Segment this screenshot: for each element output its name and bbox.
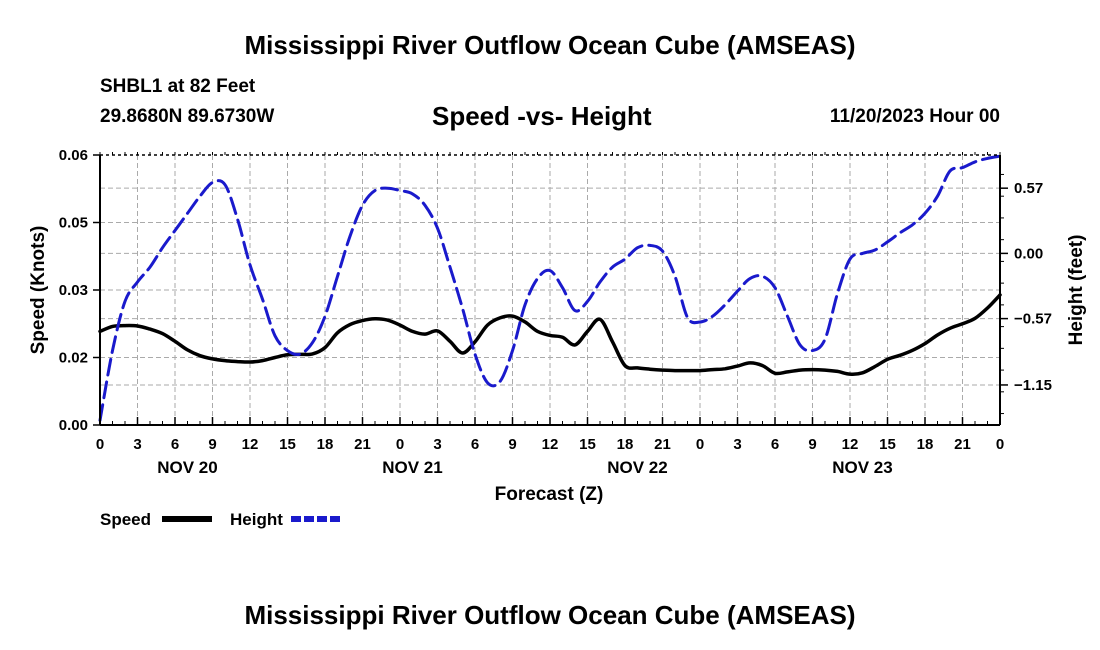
y2-axis-label: Height (feet) [1066, 235, 1087, 346]
x-tick-label: 18 [617, 436, 634, 453]
x-tick-label: 21 [654, 436, 671, 453]
x-tick-label: 15 [879, 436, 896, 453]
x-tick-label: 21 [954, 436, 971, 453]
axes [93, 152, 1008, 426]
x-axis-label: Forecast (Z) [495, 484, 604, 505]
y-tick-label: 0.02 [59, 350, 88, 367]
chart-title: Mississippi River Outflow Ocean Cube (AM… [244, 30, 856, 60]
y-tick-label: 0.06 [59, 147, 88, 164]
x-tick-label: 0 [96, 436, 104, 453]
x-tick-label: 0 [996, 436, 1004, 453]
x-tick-label: 12 [542, 436, 559, 453]
footer-title: Mississippi River Outflow Ocean Cube (AM… [244, 600, 856, 630]
legend-height-label: Height [230, 510, 283, 529]
x-tick-label: 9 [808, 436, 816, 453]
y2-tick-label: 0.57 [1014, 180, 1043, 197]
x-tick-label: 15 [279, 436, 296, 453]
x-tick-label: 12 [842, 436, 859, 453]
x-tick-label: 6 [171, 436, 179, 453]
x-tick-label: 9 [208, 436, 216, 453]
y-tick-label: 0.03 [59, 282, 88, 299]
x-tick-label: 9 [508, 436, 516, 453]
tick-labels: 0 3 6 9 12 15 18 21 0 3 6 9 12 15 18 21 0 3 6 9 12 15 18 21 0 NOV… [59, 147, 1052, 477]
x-tick-label: 21 [354, 436, 371, 453]
x-tick-label: 15 [579, 436, 596, 453]
y2-tick-label: −1.15 [1014, 377, 1052, 394]
x-tick-label: 0 [696, 436, 704, 453]
y-axis-label: Speed (Knots) [28, 226, 49, 355]
legend-height-swatch [291, 516, 343, 522]
day-label: NOV 22 [607, 458, 667, 477]
x-tick-label: 6 [771, 436, 779, 453]
y-tick-label: 0.00 [59, 417, 88, 434]
station-label: SHBL1 at 82 Feet [100, 76, 256, 97]
legend-speed-label: Speed [100, 510, 152, 529]
speed-series-line [98, 293, 1002, 376]
day-label: NOV 23 [832, 458, 892, 477]
x-tick-label: 12 [242, 436, 259, 453]
x-tick-label: 3 [733, 436, 741, 453]
series-layer [98, 154, 1002, 422]
grid [100, 155, 1000, 425]
plot-subtitle: Speed -vs- Height [432, 101, 652, 131]
x-tick-label: 6 [471, 436, 479, 453]
y2-tick-label: 0.00 [1014, 245, 1043, 262]
day-label: NOV 20 [157, 458, 217, 477]
x-tick-label: 3 [133, 436, 141, 453]
datetime-label: 11/20/2023 Hour 00 [829, 106, 1000, 127]
x-tick-label: 18 [917, 436, 934, 453]
day-label: NOV 21 [382, 458, 442, 477]
y-tick-label: 0.05 [59, 215, 88, 232]
height-series-line [98, 154, 1002, 422]
x-tick-label: 3 [433, 436, 441, 453]
location-label: 29.8680N 89.6730W [100, 106, 275, 127]
legend-speed-swatch [162, 516, 212, 522]
x-tick-label: 18 [317, 436, 334, 453]
y2-tick-label: −0.57 [1014, 311, 1052, 328]
x-tick-label: 0 [396, 436, 404, 453]
